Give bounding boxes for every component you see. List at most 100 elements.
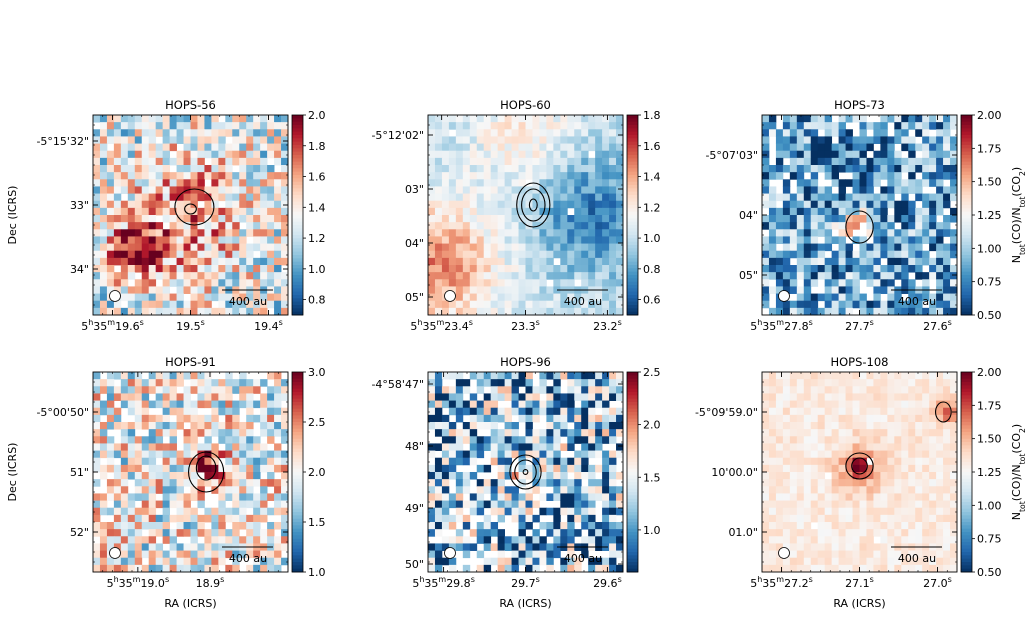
heatmap-cell	[135, 536, 142, 544]
heatmap-cell	[818, 194, 825, 202]
heatmap-cell	[901, 244, 908, 252]
heatmap-cell	[526, 522, 533, 530]
heatmap-cell	[121, 172, 128, 180]
heatmap-cell	[553, 522, 560, 530]
heatmap-cell	[225, 472, 232, 480]
heatmap-cell	[887, 501, 894, 509]
heatmap-cell	[762, 515, 769, 523]
heatmap-cell	[163, 529, 170, 537]
heatmap-cell	[595, 436, 602, 444]
heatmap-cell	[901, 451, 908, 459]
colorbar-segment	[961, 288, 972, 292]
heatmap-cell	[107, 186, 114, 194]
heatmap-cell	[142, 294, 149, 302]
colorbar-segment	[627, 195, 638, 199]
heatmap-cell	[616, 408, 623, 416]
heatmap-cell	[477, 465, 484, 473]
heatmap-cell	[769, 272, 776, 280]
heatmap-cell	[769, 236, 776, 244]
heatmap-cell	[225, 508, 232, 516]
heatmap-cell	[281, 465, 288, 473]
heatmap-cell	[232, 158, 239, 166]
heatmap-cell	[811, 115, 818, 123]
colorbar-segment	[292, 245, 303, 249]
heatmap-cell	[546, 265, 553, 273]
heatmap-cell	[170, 222, 177, 230]
heatmap-cell	[602, 415, 609, 423]
heatmap-cell	[595, 272, 602, 280]
heatmap-cell	[526, 236, 533, 244]
heatmap-cell	[894, 229, 901, 237]
heatmap-cell	[93, 172, 100, 180]
heatmap-cell	[616, 151, 623, 159]
heatmap-cell	[790, 136, 797, 144]
heatmap-cell	[246, 244, 253, 252]
heatmap-cell	[553, 244, 560, 252]
heatmap-cell	[846, 286, 853, 294]
heatmap-cell	[239, 179, 246, 187]
heatmap-cell	[574, 501, 581, 509]
heatmap-cell	[532, 443, 539, 451]
heatmap-cell	[428, 529, 435, 537]
heatmap-cell	[470, 279, 477, 287]
heatmap-cell	[505, 194, 512, 202]
heatmap-cell	[435, 272, 442, 280]
heatmap-cell	[184, 236, 191, 244]
heatmap-cell	[197, 229, 204, 237]
heatmap-cell	[253, 508, 260, 516]
heatmap-cell	[505, 458, 512, 466]
heatmap-cell	[484, 265, 491, 273]
heatmap-cell	[866, 393, 873, 401]
heatmap-cell	[866, 451, 873, 459]
heatmap-cell	[100, 215, 107, 223]
heatmap-cell	[135, 136, 142, 144]
heatmap-cell	[769, 501, 776, 509]
heatmap-cell	[114, 115, 121, 123]
colorbar-segment	[292, 192, 303, 196]
heatmap-cell	[560, 244, 567, 252]
heatmap-cell	[142, 515, 149, 523]
heatmap-cell	[609, 522, 616, 530]
heatmap-cell	[839, 465, 846, 473]
heatmap-cell	[860, 251, 867, 259]
heatmap-cell	[435, 558, 442, 566]
heatmap-cell	[832, 472, 839, 480]
heatmap-cell	[470, 422, 477, 430]
heatmap-cell	[581, 208, 588, 216]
heatmap-cell	[93, 236, 100, 244]
heatmap-cell	[191, 401, 198, 409]
heatmap-cell	[866, 401, 873, 409]
heatmap-cell	[260, 465, 267, 473]
heatmap-cell	[539, 479, 546, 487]
colorbar-segment	[961, 188, 972, 192]
heatmap-cell	[463, 172, 470, 180]
heatmap-cell	[887, 393, 894, 401]
heatmap-cell	[922, 372, 929, 380]
heatmap-cell	[470, 115, 477, 123]
heatmap-cell	[93, 308, 100, 316]
heatmap-cell	[163, 136, 170, 144]
heatmap-cell	[470, 158, 477, 166]
heatmap-cell	[602, 529, 609, 537]
heatmap-cell	[204, 258, 211, 266]
heatmap-cell	[546, 422, 553, 430]
heatmap-cell	[197, 308, 204, 316]
heatmap-cell	[839, 472, 846, 480]
colorbar-segment	[627, 265, 638, 269]
heatmap-cell	[232, 401, 239, 409]
heatmap-cell	[211, 151, 218, 159]
heatmap-cell	[477, 129, 484, 137]
heatmap-cell	[93, 201, 100, 209]
heatmap-cell	[943, 408, 950, 416]
heatmap-cell	[149, 458, 156, 466]
heatmap-cell	[595, 136, 602, 144]
heatmap-cell	[811, 386, 818, 394]
heatmap-cell	[274, 194, 281, 202]
heatmap-cell	[908, 244, 915, 252]
heatmap-cell	[609, 301, 616, 309]
heatmap-cell	[246, 443, 253, 451]
heatmap-cell	[246, 422, 253, 430]
heatmap-cell	[225, 308, 232, 316]
heatmap-cell	[149, 244, 156, 252]
heatmap-cell	[177, 486, 184, 494]
